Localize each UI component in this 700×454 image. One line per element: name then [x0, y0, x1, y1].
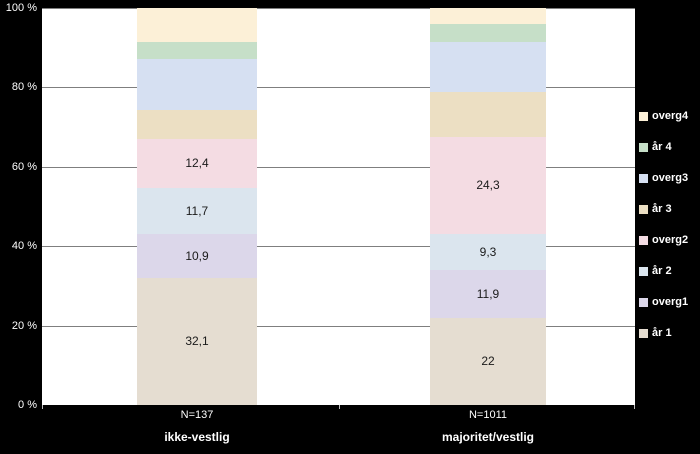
legend-label: overg2 — [652, 234, 689, 246]
bar-segment-overg4 — [430, 8, 546, 24]
y-axis-label-20: 20 % — [11, 319, 37, 332]
bar-segment-år-1: 22 — [430, 317, 546, 405]
segment-value-label: 10,9 — [185, 248, 209, 263]
bar-segment-år-1: 32,1 — [137, 277, 257, 405]
legend-swatch-icon — [639, 143, 648, 152]
legend-item-overg3: overg3 — [639, 173, 688, 184]
legend-label: år 3 — [652, 203, 672, 215]
bar-n=1011: 22 11,9 9,3 24,3 — [430, 8, 546, 405]
legend-label: overg3 — [652, 172, 689, 184]
legend-item-år-2: år 2 — [639, 266, 688, 277]
legend-item-år-1: år 1 — [639, 328, 688, 339]
legend-swatch-icon — [639, 112, 648, 121]
y-axis-label-100: 100 % — [5, 2, 37, 14]
segment-value-label: 11,9 — [476, 287, 500, 302]
y-axis-label-40: 40 % — [11, 240, 37, 253]
bar-segment-overg3 — [137, 58, 257, 111]
x-axis-tick — [634, 405, 635, 409]
legend-item-år-4: år 4 — [639, 142, 688, 153]
legend-item-overg2: overg2 — [639, 235, 688, 246]
y-axis-label-0: 0 % — [18, 399, 37, 411]
segment-value-label: 32,1 — [185, 334, 209, 349]
segment-value-label: 9,3 — [479, 244, 497, 259]
legend-swatch-icon — [639, 205, 648, 214]
legend-label: år 1 — [652, 327, 672, 339]
gridline-40 — [42, 246, 635, 248]
bar-segment-overg2: 12,4 — [137, 138, 257, 188]
legend-item-overg1: overg1 — [639, 297, 688, 308]
bar-segment-år-2: 11,7 — [137, 187, 257, 235]
legend-item-år-3: år 3 — [639, 204, 688, 215]
legend-label: år 2 — [652, 265, 672, 277]
gridline-100 — [42, 8, 635, 9]
gridline-80 — [42, 87, 635, 89]
legend-swatch-icon — [639, 174, 648, 183]
bar-segment-overg4 — [137, 8, 257, 43]
plot-area: 32,1 10,9 11,7 12,4 22 11,9 9,3 24,3 — [42, 8, 635, 405]
bar-segment-overg1: 10,9 — [137, 234, 257, 278]
legend-swatch-icon — [639, 236, 648, 245]
legend: overg4 år 4 overg3 år 3 overg2 år 2 overg1 år 1 — [639, 111, 688, 339]
bar-segment-år-3 — [430, 92, 546, 138]
bar-segment-år-4 — [137, 42, 257, 59]
bar-segment-overg1: 11,9 — [430, 270, 546, 318]
legend-swatch-icon — [639, 298, 648, 307]
x-axis-group-label: ikke-vestlig — [164, 430, 230, 444]
bar-segment-overg3 — [430, 42, 546, 93]
gridline-60 — [42, 166, 635, 168]
legend-item-overg4: overg4 — [639, 111, 688, 122]
x-axis-group-label: majoritet/vestlig — [441, 430, 535, 444]
bar-segment-år-2: 9,3 — [430, 233, 546, 271]
segment-value-label: 22 — [481, 354, 495, 369]
bar-segment-år-3 — [137, 110, 257, 139]
segment-value-label: 24,3 — [476, 178, 500, 193]
legend-swatch-icon — [639, 329, 648, 338]
x-axis-tick — [42, 405, 43, 409]
x-axis-label-n: N=137 — [180, 409, 214, 421]
bar-segment-overg2: 24,3 — [430, 137, 546, 234]
bar-segment-år-4 — [430, 23, 546, 43]
y-axis-label-60: 60 % — [11, 160, 37, 173]
x-axis-tick — [339, 405, 340, 409]
y-axis-label-80: 80 % — [11, 81, 37, 94]
segment-value-label: 11,7 — [185, 204, 209, 219]
legend-label: år 4 — [652, 141, 672, 153]
legend-label: overg1 — [652, 296, 689, 308]
legend-swatch-icon — [639, 267, 648, 276]
legend-label: overg4 — [652, 110, 689, 122]
segment-value-label: 12,4 — [185, 156, 209, 171]
bar-n=137: 32,1 10,9 11,7 12,4 — [137, 8, 257, 405]
gridline-20 — [42, 325, 635, 327]
x-axis-label-n: N=1011 — [468, 409, 508, 421]
